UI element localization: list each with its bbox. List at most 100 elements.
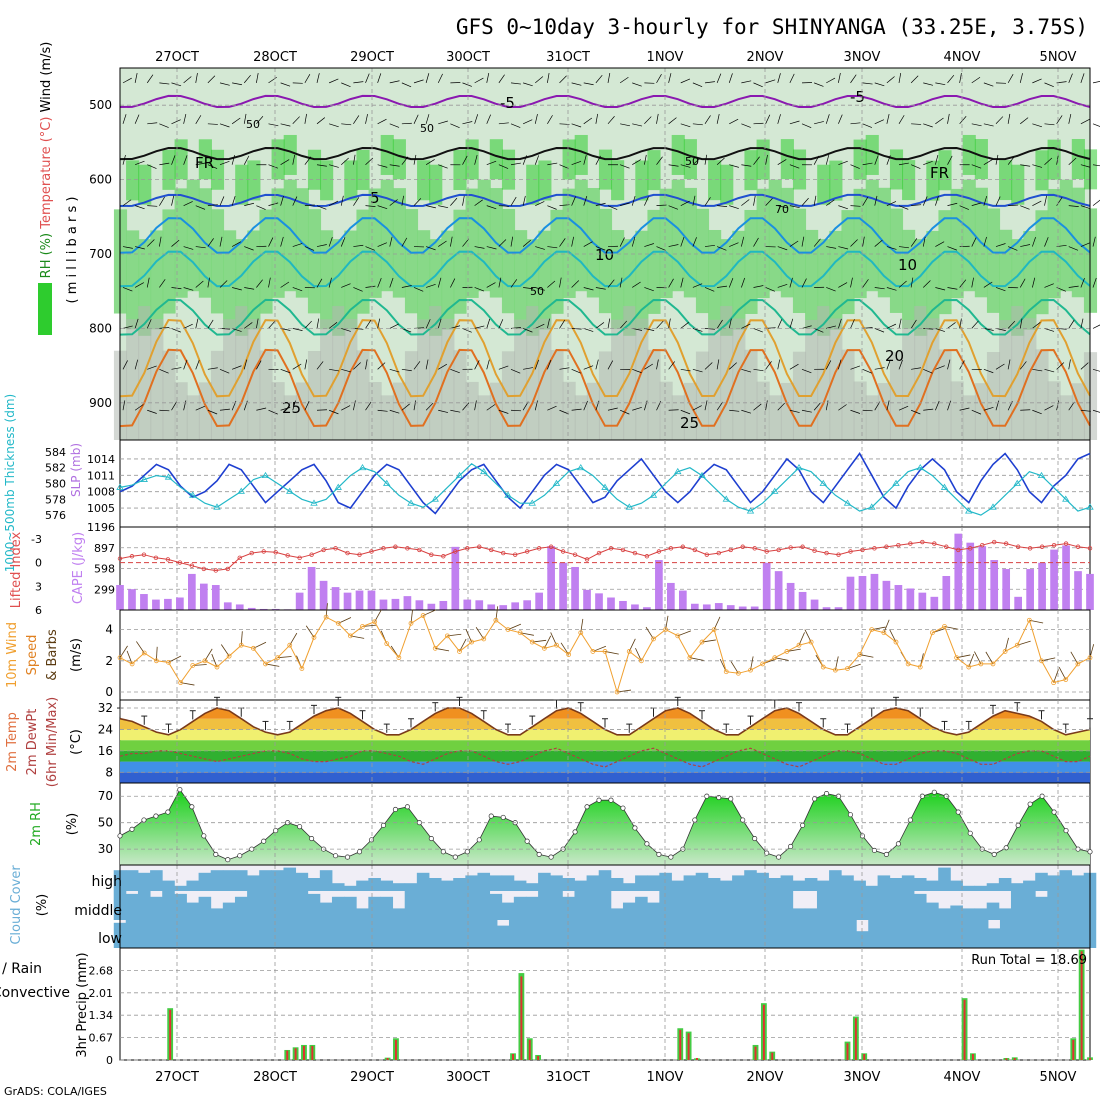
lifted-index-marker <box>225 566 230 572</box>
wind-speed-marker <box>420 613 426 618</box>
cloud-bar <box>449 920 462 948</box>
wind-barb <box>1092 277 1097 288</box>
rh-band-high <box>380 134 394 175</box>
wind-speed-marker <box>372 619 378 625</box>
rh-marker <box>1063 828 1069 834</box>
wind-barb <box>680 164 691 168</box>
date-label-bottom: 3NOV <box>844 1070 881 1085</box>
cloud-bar <box>344 885 357 891</box>
precip-conv-bar <box>1072 1039 1075 1060</box>
thickness-marker <box>892 479 900 486</box>
cloud-bar <box>998 908 1012 920</box>
wind-barb <box>826 77 836 84</box>
wind-barb <box>353 197 360 206</box>
wind-barb <box>741 80 752 84</box>
wind-barb <box>1020 244 1031 247</box>
wind-barb <box>983 328 994 331</box>
wind-barb <box>620 123 630 127</box>
wind-speed-marker <box>287 642 293 648</box>
rh-marker <box>931 789 937 795</box>
cloud-bar <box>513 896 527 920</box>
rh-band-high <box>1011 164 1025 205</box>
cloud-bar <box>365 920 378 948</box>
wind-barb <box>365 285 376 288</box>
thickness-marker <box>746 507 755 514</box>
wind-barb <box>1007 74 1014 84</box>
wind-barb <box>474 325 485 329</box>
wind-barb <box>268 237 274 247</box>
cloud-bar <box>683 891 697 920</box>
cloud-bar <box>744 891 757 920</box>
rh-marker <box>524 838 530 844</box>
wind-barb <box>801 368 812 374</box>
rh-band-low <box>320 319 334 440</box>
precip-conv-bar <box>687 1033 690 1060</box>
wind-barb <box>389 409 400 414</box>
wind-barb <box>619 237 625 247</box>
thickness-marker <box>213 503 221 510</box>
credit-label: GrADS: COLA/IGES <box>4 1085 107 1098</box>
cloud-bar <box>962 908 976 920</box>
wind-barb <box>813 328 824 333</box>
wind-barb <box>243 74 251 84</box>
cloud-bar <box>732 891 745 920</box>
wind-barb <box>704 197 711 206</box>
cape-bar <box>499 605 508 610</box>
rh-band-high <box>817 164 831 205</box>
contour-label: 70 <box>775 203 789 216</box>
wind-barb <box>983 368 994 374</box>
cloud-bar <box>768 891 782 920</box>
wind-barb <box>486 73 490 83</box>
cloud-bar <box>671 880 685 891</box>
wind-barb <box>680 368 691 372</box>
lifted-index-marker <box>273 550 278 555</box>
cloud-bar <box>592 920 606 948</box>
rh-marker <box>776 854 782 860</box>
rh-band <box>574 179 588 292</box>
wind-barb <box>922 236 926 247</box>
wind-barb <box>535 323 545 329</box>
wind-barb <box>935 328 945 332</box>
rh-band-low <box>223 319 237 440</box>
wind-speed-marker <box>117 655 123 661</box>
thickness-marker <box>1013 479 1021 486</box>
rh-band <box>829 230 843 330</box>
cloud-bar <box>877 875 891 891</box>
wind-barb <box>389 323 399 329</box>
thickness-marker <box>455 471 464 479</box>
wind-barb <box>632 159 641 166</box>
wind-barb <box>1032 78 1042 84</box>
isotherm-line <box>119 348 1091 428</box>
rh-band-high <box>853 139 867 180</box>
cloud-bar <box>877 891 891 920</box>
slp-tick-label: 1008 <box>87 486 115 499</box>
wind-barb <box>995 287 1006 292</box>
wind-barb <box>450 325 461 329</box>
rh-band <box>841 210 855 315</box>
wind-barb <box>341 405 351 411</box>
rh2m-axis-label: 2m RH <box>29 802 44 846</box>
wind-speed-marker <box>335 620 341 626</box>
cape-bar <box>439 600 448 610</box>
wind-barb <box>571 280 580 288</box>
rh-band-low <box>259 350 273 440</box>
temp-band <box>120 708 1090 709</box>
wind-barb <box>535 76 544 84</box>
cloud-bar <box>976 920 989 948</box>
wind-barb <box>583 154 587 165</box>
wind-barb <box>862 279 869 288</box>
cloud-bar <box>389 920 402 948</box>
cloud-bar <box>485 920 498 948</box>
cape-bar <box>1026 569 1034 610</box>
wind-barb <box>328 200 339 206</box>
cloud-bar <box>950 880 963 891</box>
wind-barb <box>486 404 496 411</box>
isotherm-line <box>119 298 1091 336</box>
rh-band-high <box>1071 138 1085 179</box>
wind-barb <box>195 205 206 210</box>
cloud-bar <box>247 875 260 891</box>
cloud-bar <box>808 920 821 948</box>
lifted-index-marker <box>632 550 638 556</box>
wind-barb <box>195 280 204 288</box>
cloud-bar <box>197 920 211 948</box>
